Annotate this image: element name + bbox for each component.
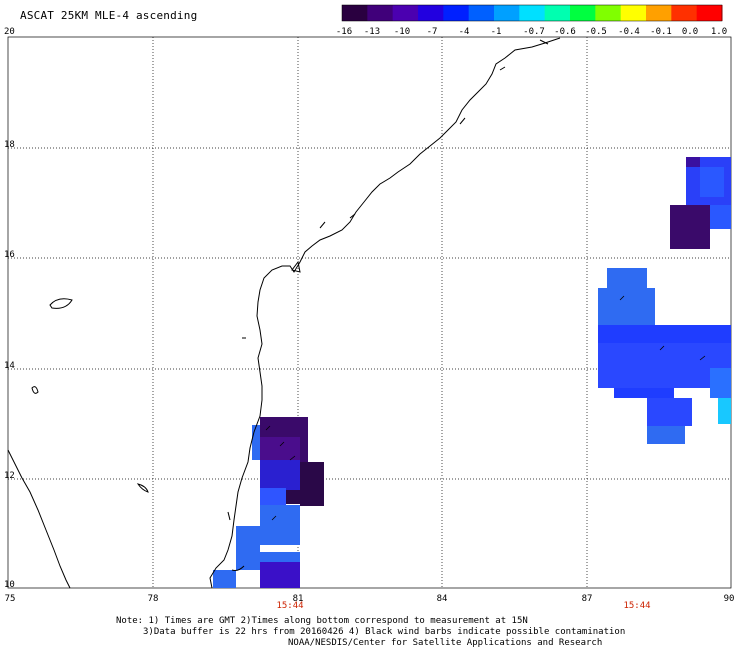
lat-label: 10 <box>4 580 15 590</box>
colorbar-segment <box>544 5 571 21</box>
colorbar-segment <box>367 5 394 21</box>
lat-label: 16 <box>4 250 15 260</box>
colorbar-segment <box>342 5 368 21</box>
colorbar-segment <box>646 5 672 21</box>
colorbar-tick: -1 <box>490 27 502 37</box>
colorbar-segment <box>392 5 419 21</box>
colorbar-tick: -4 <box>458 27 470 37</box>
colorbar-tick: -7 <box>426 27 438 37</box>
colorbar-tick: -0.1 <box>650 27 672 37</box>
map-title: ASCAT 25KM MLE-4 ascending <box>20 9 198 22</box>
colorbar-segment <box>620 5 647 21</box>
lat-label: 18 <box>4 140 15 150</box>
colorbar-tick: -0.4 <box>618 27 640 37</box>
lat-label: 12 <box>4 471 15 481</box>
colorbar-segment <box>443 5 470 21</box>
note-line-2: 3)Data buffer is 22 hrs from 20160426 4)… <box>143 627 626 637</box>
map-frame <box>7 36 732 589</box>
colorbar-segment <box>671 5 698 21</box>
colorbar-segment <box>595 5 622 21</box>
colorbar-segment <box>570 5 596 21</box>
colorbar-segment <box>519 5 546 21</box>
lon-label: 75 <box>4 594 16 604</box>
colorbar-tick: -13 <box>363 27 381 37</box>
colorbar-tick: 1.0 <box>710 27 728 37</box>
lon-label: 90 <box>723 594 735 604</box>
colorbar-tick: -0.5 <box>585 27 607 37</box>
lat-label: 20 <box>4 27 15 37</box>
lon-label: 84 <box>436 594 448 604</box>
pass-time-label: 15:44 <box>623 601 651 611</box>
lon-label: 78 <box>147 594 159 604</box>
colorbar-segment <box>494 5 520 21</box>
lon-label: 81 <box>292 594 304 604</box>
note-line-3: NOAA/NESDIS/Center for Satellite Applica… <box>288 638 603 648</box>
colorbar-tick: -16 <box>335 27 353 37</box>
colorbar-tick: -10 <box>393 27 411 37</box>
colorbar-segment <box>468 5 495 21</box>
wind-swath-east <box>598 157 731 444</box>
note-line-1: Note: 1) Times are GMT 2)Times along bot… <box>116 616 528 626</box>
lat-label: 14 <box>4 361 15 371</box>
colorbar-tick: -0.6 <box>554 27 576 37</box>
pass-time-label: 15:44 <box>276 601 304 611</box>
wind-swath-west <box>213 417 324 588</box>
wind-barbs <box>265 295 706 521</box>
coastline <box>7 37 561 589</box>
colorbar-segment <box>418 5 444 21</box>
colorbar <box>342 5 723 21</box>
colorbar-tick: 0.0 <box>681 27 699 37</box>
colorbar-tick: -0.7 <box>523 27 545 37</box>
colorbar-frame <box>341 4 723 22</box>
lon-label: 87 <box>581 594 593 604</box>
colorbar-segment <box>696 5 723 21</box>
